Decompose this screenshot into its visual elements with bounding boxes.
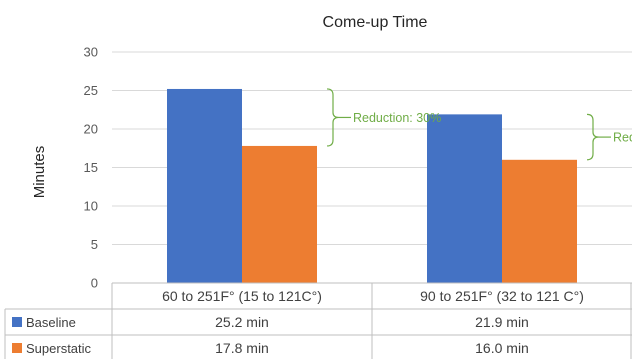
- bar-baseline: [167, 88, 242, 284]
- table-cell: 17.8 min: [215, 340, 269, 356]
- y-tick-label: 10: [84, 199, 98, 214]
- chart-title: Come-up Time: [323, 14, 428, 31]
- y-tick-label: 15: [84, 160, 98, 175]
- reduction-label: Reduction: 30%: [353, 111, 441, 125]
- y-tick-label: 20: [84, 122, 98, 137]
- bar-superstatic: [502, 159, 577, 283]
- annotations: Reduction: 30% Reduction: 27%: [326, 88, 632, 161]
- bars: [167, 88, 577, 284]
- y-tick-label: 25: [84, 83, 98, 98]
- table-cell: 25.2 min: [215, 314, 269, 330]
- y-tick-label: 5: [91, 237, 98, 252]
- table-cell: 21.9 min: [475, 314, 529, 330]
- y-tick-label: 30: [84, 45, 98, 60]
- bar-baseline: [427, 114, 502, 284]
- legend-label: Superstatic: [26, 341, 92, 356]
- x-category-label: 60 to 251F° (15 to 121C°): [162, 288, 322, 304]
- data-table: 60 to 251F° (15 to 121C°) 90 to 251F° (32…: [4, 282, 632, 359]
- legend-label: Baseline: [26, 315, 76, 330]
- reduction-label: Reduction: 27%: [613, 131, 632, 145]
- y-axis-ticks: 0 5 10 15 20 25 30: [84, 45, 98, 291]
- legend-swatch: [12, 317, 22, 327]
- bar-superstatic: [242, 145, 317, 283]
- reduction-bracket: [586, 113, 600, 161]
- y-axis-label: Minutes: [31, 146, 48, 199]
- legend-swatch: [12, 343, 22, 353]
- table-cell: 16.0 min: [475, 340, 529, 356]
- reduction-bracket: [326, 88, 340, 147]
- y-tick-label: 0: [91, 276, 98, 291]
- x-category-label: 90 to 251F° (32 to 121 C°): [420, 288, 584, 304]
